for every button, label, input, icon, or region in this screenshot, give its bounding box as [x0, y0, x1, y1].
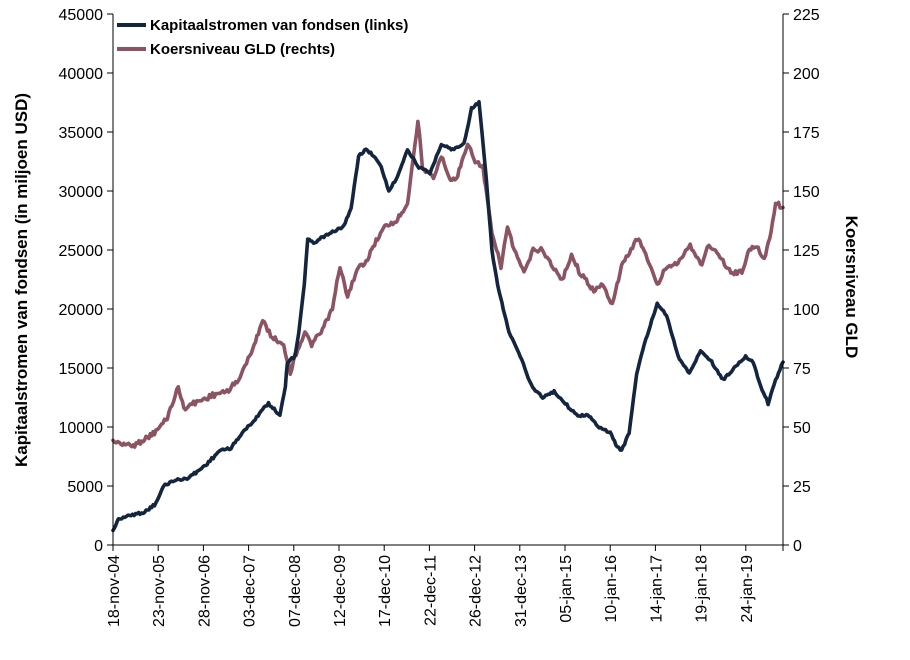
x-tick-label: 03-dec-07	[242, 555, 259, 627]
x-tick-label: 26-dec-12	[468, 555, 485, 627]
y-left-tick-label: 25000	[59, 243, 104, 260]
y-right-tick-label: 50	[793, 420, 811, 437]
y-left-tick-label: 15000	[59, 361, 104, 378]
x-tick-label: 10-jan-16	[603, 555, 620, 623]
y-left-tick-label: 10000	[59, 420, 104, 437]
y-right-tick-label: 100	[793, 302, 820, 319]
y-right-tick-label: 150	[793, 184, 820, 201]
x-tick-label: 14-jan-17	[648, 555, 665, 623]
series-line-koersniveau-gld	[111, 119, 785, 449]
x-tick-label: 31-dec-13	[513, 555, 530, 627]
y-left-tick-label: 30000	[59, 184, 104, 201]
x-tick-label: 28-nov-06	[196, 555, 213, 627]
tick-labels-layer: 0 5000 10000 15000 20000 25000 30000 35000 40000…	[59, 7, 820, 627]
series-line-kapitaalstromen	[111, 99, 785, 533]
legend-label: Kapitaalstromen van fondsen (links)	[150, 17, 408, 34]
x-tick-label: 05-jan-15	[558, 555, 575, 623]
y-left-tick-label: 40000	[59, 66, 104, 83]
x-tick-label: 12-dec-09	[332, 555, 349, 627]
y-left-tick-label: 35000	[59, 125, 104, 142]
x-tick-label: 07-dec-08	[287, 555, 304, 627]
x-tick-label: 24-jan-19	[739, 555, 756, 623]
legend: Kapitaalstromen van fondsen (links) Koers…	[117, 17, 408, 58]
y-right-tick-label: 75	[793, 361, 811, 378]
y-axis-left-title: Kapitaalstromen van fondsen (in miljoen …	[12, 93, 31, 467]
y-left-tick-label: 45000	[59, 7, 104, 24]
x-tick-label: 18-nov-04	[106, 555, 123, 627]
y-right-tick-label: 225	[793, 7, 820, 24]
y-left-tick-label: 20000	[59, 302, 104, 319]
y-left-tick-label: 0	[94, 538, 103, 555]
y-right-tick-label: 200	[793, 66, 820, 83]
x-tick-label: 19-jan-18	[694, 555, 711, 623]
x-tick-label: 17-dec-10	[377, 555, 394, 627]
y-right-tick-label: 175	[793, 125, 820, 142]
y-left-tick-label: 5000	[67, 479, 103, 496]
axes-layer	[107, 13, 789, 551]
legend-label: Koersniveau GLD (rechts)	[150, 41, 335, 58]
series-layer	[111, 99, 785, 533]
y-right-tick-label: 0	[793, 538, 802, 555]
y-axis-right-title: Koersniveau GLD	[842, 216, 861, 359]
y-right-tick-label: 125	[793, 243, 820, 260]
y-right-tick-label: 25	[793, 479, 811, 496]
x-tick-label: 22-dec-11	[422, 555, 439, 626]
x-tick-label: 23-nov-05	[151, 555, 168, 627]
